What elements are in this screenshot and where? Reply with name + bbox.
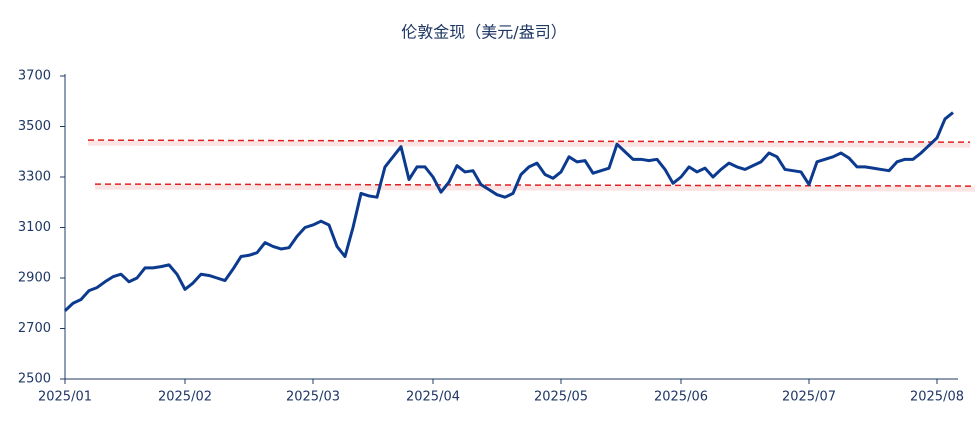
y-tick-label: 2500 <box>18 372 51 387</box>
price-line <box>63 111 954 312</box>
y-tick-label: 2700 <box>18 321 51 336</box>
y-tick-label: 2900 <box>18 271 51 286</box>
trend-line <box>94 183 976 187</box>
x-tick-label: 2025/06 <box>654 390 708 405</box>
y-tick-label: 3500 <box>18 119 51 134</box>
trend-line <box>87 139 971 143</box>
trend-shade <box>94 184 976 192</box>
y-tick-label: 3300 <box>18 170 51 185</box>
trend-shade <box>87 140 971 148</box>
x-tick-label: 2025/08 <box>910 390 964 405</box>
x-tick-label: 2025/05 <box>534 390 588 405</box>
chart-title: 伦敦金现（美元/盎司） <box>401 23 566 42</box>
x-tick-label: 2025/01 <box>38 390 92 405</box>
x-tick-label: 2025/07 <box>782 390 836 405</box>
x-tick-label: 2025/02 <box>158 390 212 405</box>
y-tick-label: 3700 <box>18 69 51 84</box>
y-tick-label: 3100 <box>18 220 51 235</box>
x-tick-label: 2025/03 <box>286 390 340 405</box>
x-tick-label: 2025/04 <box>406 390 460 405</box>
